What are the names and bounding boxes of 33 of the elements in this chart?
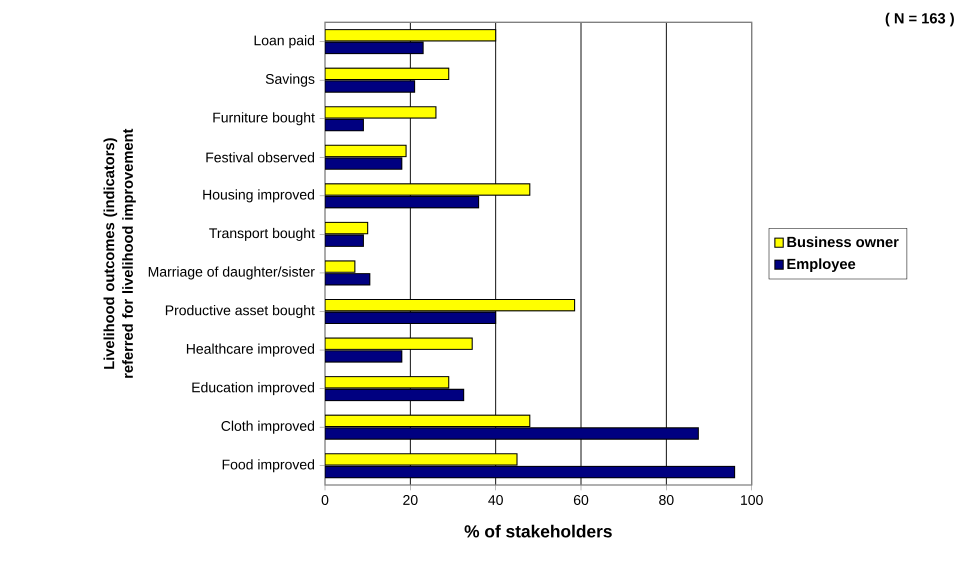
bar — [325, 29, 496, 42]
x-tick-label: 60 — [574, 495, 588, 505]
x-tick-label: 100 — [741, 495, 763, 505]
y-axis-title: Livelihood outcomes (indicators) referred for livelihood improvement — [103, 128, 136, 378]
bar — [325, 196, 480, 208]
x-tick-label: 40 — [488, 495, 503, 505]
y-tick-label: Loan paid — [254, 35, 314, 48]
y-tick-label: Education improved — [192, 382, 314, 396]
y-tick-label: Furniture bought — [213, 112, 315, 126]
y-tick-label: Productive asset bought — [166, 304, 315, 318]
bar — [325, 376, 450, 388]
x-tick-label: 20 — [403, 495, 418, 505]
y-tick-label: Savings — [266, 74, 314, 87]
bar — [325, 234, 364, 247]
bar — [325, 414, 530, 428]
y-tick-label: Healthcare improved — [186, 344, 314, 357]
x-tick-label: 0 — [322, 495, 328, 505]
y-tick-label: Marriage of daughter/sister — [148, 266, 315, 280]
bar — [325, 298, 576, 312]
bar — [325, 68, 450, 80]
y-tick-label: Housing improved — [203, 189, 314, 202]
x-axis-title: % of stakeholders — [464, 524, 612, 538]
y-tick-label: Cloth improved — [222, 420, 314, 434]
y-tick-label: Food improved — [222, 459, 314, 472]
legend-label: Employee — [787, 258, 856, 272]
legend-label: Business owner — [787, 236, 899, 248]
bar — [325, 312, 496, 324]
y-tick-label: Transport bought — [209, 228, 315, 241]
bar — [325, 338, 473, 350]
text: ( N = 163 ) — [886, 12, 954, 26]
x-tick-label: 80 — [659, 495, 674, 505]
y-tick-label: Festival observed — [206, 152, 314, 162]
bar — [325, 273, 370, 286]
